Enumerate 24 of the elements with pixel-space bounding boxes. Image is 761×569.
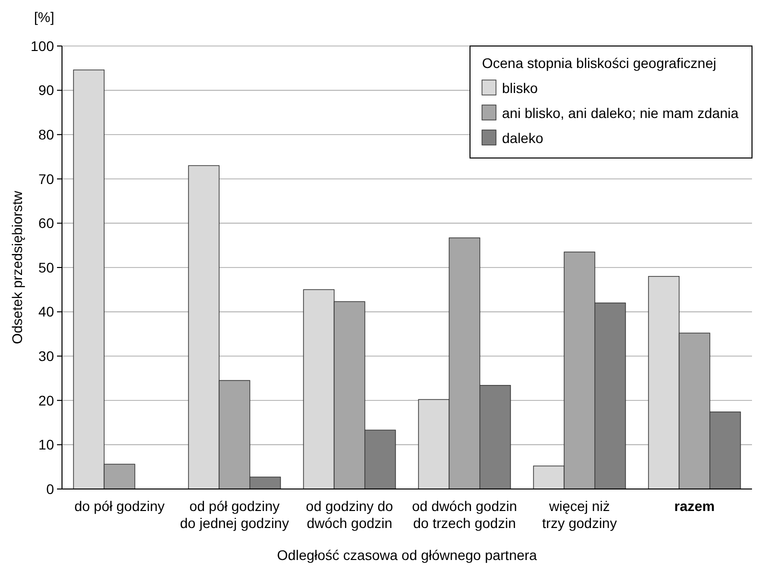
legend-label: blisko <box>502 80 538 96</box>
legend-label: ani blisko, ani daleko; nie mam zdania <box>502 105 739 121</box>
y-axis-title: Odsetek przedsiębiorstw <box>9 190 25 344</box>
legend-title: Ocena stopnia bliskości geograficznej <box>482 55 716 71</box>
y-tick-label: 10 <box>38 436 54 453</box>
y-tick-label: 20 <box>38 392 54 408</box>
y-tick-label: 60 <box>38 215 54 232</box>
y-tick-label: 90 <box>38 82 54 98</box>
text: [%] <box>34 9 54 25</box>
x-axis-title: Odległość czasowa od głównego partnera <box>277 547 538 563</box>
legend-label: daleko <box>502 130 544 146</box>
y-tick-label: 0 <box>46 480 54 497</box>
x-tick-label: od dwóch godzin do trzech godzin <box>412 498 518 531</box>
x-tick-label: od godziny do dwóch godzin <box>306 498 394 531</box>
y-tick-label: 100 <box>30 38 54 54</box>
x-tick-label: więcej niż trzy godziny <box>542 498 617 531</box>
x-tick-label: od pół godziny do jednej godziny <box>180 498 289 531</box>
y-tick-label: 30 <box>38 348 54 364</box>
y-tick-label: 80 <box>38 126 54 142</box>
y-tick-label: 40 <box>38 304 54 320</box>
x-tick-label: do pół godziny <box>74 498 165 514</box>
y-tick-label: 50 <box>38 259 54 276</box>
y-tick-label: 70 <box>38 170 54 187</box>
x-tick-label: razem <box>674 498 715 514</box>
